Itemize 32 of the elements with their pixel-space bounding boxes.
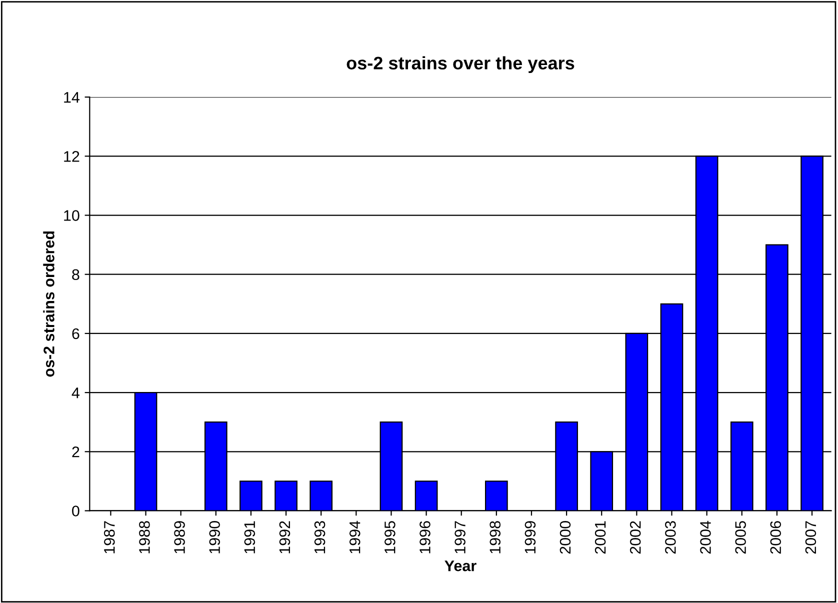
x-tick-label: 1988 [139, 521, 150, 554]
x-tick-label: 2003 [665, 521, 676, 554]
y-tick-label: 6 [72, 328, 80, 340]
y-tick-label: 0 [72, 506, 80, 516]
x-tick-label: 1987 [104, 521, 115, 554]
x-tick-label: 2004 [700, 520, 711, 554]
y-tick-label: 4 [72, 388, 80, 398]
x-tick-label: 2005 [735, 521, 746, 554]
x-tick-label: 1991 [244, 521, 256, 554]
x-tick-label: 1994 [349, 520, 360, 554]
y-tick-label: 8 [72, 269, 80, 280]
x-tick-label: 1998 [490, 521, 501, 554]
x-tick-label: 1993 [314, 521, 326, 554]
x-tick-label: 2002 [630, 521, 641, 554]
x-tick-label: 1997 [454, 521, 466, 554]
x-tick-label: 2000 [560, 521, 571, 554]
x-tick-label: 1989 [174, 521, 185, 554]
x-tick-label: 1996 [420, 521, 430, 554]
y-tick-label: 12 [64, 151, 80, 162]
x-tick-label: 1995 [384, 521, 396, 554]
y-tick-label: 10 [64, 210, 80, 221]
x-tick-label: 2006 [770, 521, 782, 554]
y-tick-label: 2 [72, 446, 80, 458]
x-tick-label: 1990 [209, 521, 220, 554]
x-axis-title: Year [444, 560, 476, 572]
x-tick-label: 2001 [594, 521, 606, 554]
y-axis-title: os-2 strains ordered [43, 231, 54, 377]
chart-title: os-2 strains over the years [346, 56, 574, 74]
x-tick-label: 1999 [524, 521, 536, 554]
y-tick-label: 14 [64, 92, 80, 103]
x-tick-label: 2007 [805, 521, 816, 554]
x-tick-label: 1992 [279, 521, 290, 554]
